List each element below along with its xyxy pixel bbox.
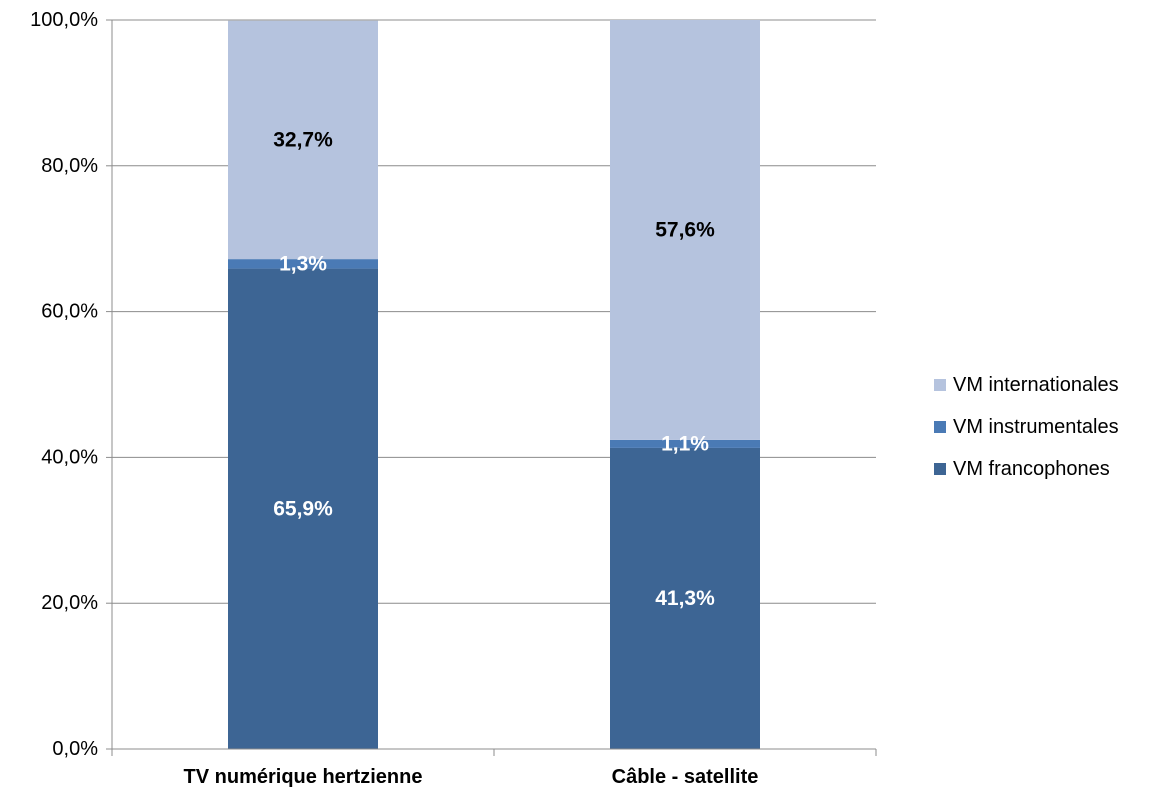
y-axis-tick-labels: 0,0% 20,0% 40,0% 60,0% 80,0% 100,0% bbox=[30, 9, 98, 760]
bars bbox=[228, 20, 760, 749]
data-label-vm-instrumentales: 1,3% bbox=[279, 252, 327, 275]
data-label-vm-francophones: 65,9% bbox=[273, 497, 333, 520]
y-tick-label: 20,0% bbox=[41, 592, 98, 614]
data-label-vm-internationales: 32,7% bbox=[273, 128, 333, 151]
bar-segment-vm-instrumentales bbox=[610, 439, 760, 448]
y-tick-label: 40,0% bbox=[41, 446, 98, 468]
legend-label-vm-francophones: VM francophones bbox=[953, 458, 1110, 480]
bar-segment-vm-internationales bbox=[610, 20, 760, 440]
y-tick-label: 60,0% bbox=[41, 301, 98, 323]
legend-label-vm-instrumentales: VM instrumentales bbox=[953, 416, 1119, 438]
bar-segment-vm-instrumentales bbox=[228, 259, 378, 269]
y-tick-label: 80,0% bbox=[41, 155, 98, 177]
x-category-label: TV numérique hertzienne bbox=[184, 766, 423, 788]
x-category-label: Câble - satellite bbox=[612, 766, 759, 788]
bar-segment-vm-internationales bbox=[228, 20, 378, 260]
y-tick-label: 0,0% bbox=[52, 738, 98, 760]
legend-swatch-vm-internationales bbox=[934, 379, 946, 391]
bar-segment-vm-francophones bbox=[610, 447, 760, 749]
legend-swatch-vm-francophones bbox=[934, 463, 946, 475]
gridlines bbox=[112, 19, 876, 604]
y-tick-label: 100,0% bbox=[30, 9, 98, 31]
data-label-vm-francophones: 41,3% bbox=[655, 587, 715, 610]
data-labels: 65,9% 1,3% 32,7% 41,3% 1,1% 57,6% bbox=[273, 128, 715, 610]
data-label-vm-instrumentales: 1,1% bbox=[661, 432, 709, 455]
bar-segment-vm-francophones bbox=[228, 268, 378, 749]
x-axis-category-labels: TV numérique hertzienne Câble - satellite bbox=[184, 766, 759, 788]
legend-swatch-vm-instrumentales bbox=[934, 421, 946, 433]
legend: VM internationales VM instrumentales VM fr… bbox=[934, 374, 1119, 480]
data-label-vm-internationales: 57,6% bbox=[655, 218, 715, 241]
axes bbox=[106, 19, 877, 756]
legend-label-vm-internationales: VM internationales bbox=[953, 374, 1119, 396]
